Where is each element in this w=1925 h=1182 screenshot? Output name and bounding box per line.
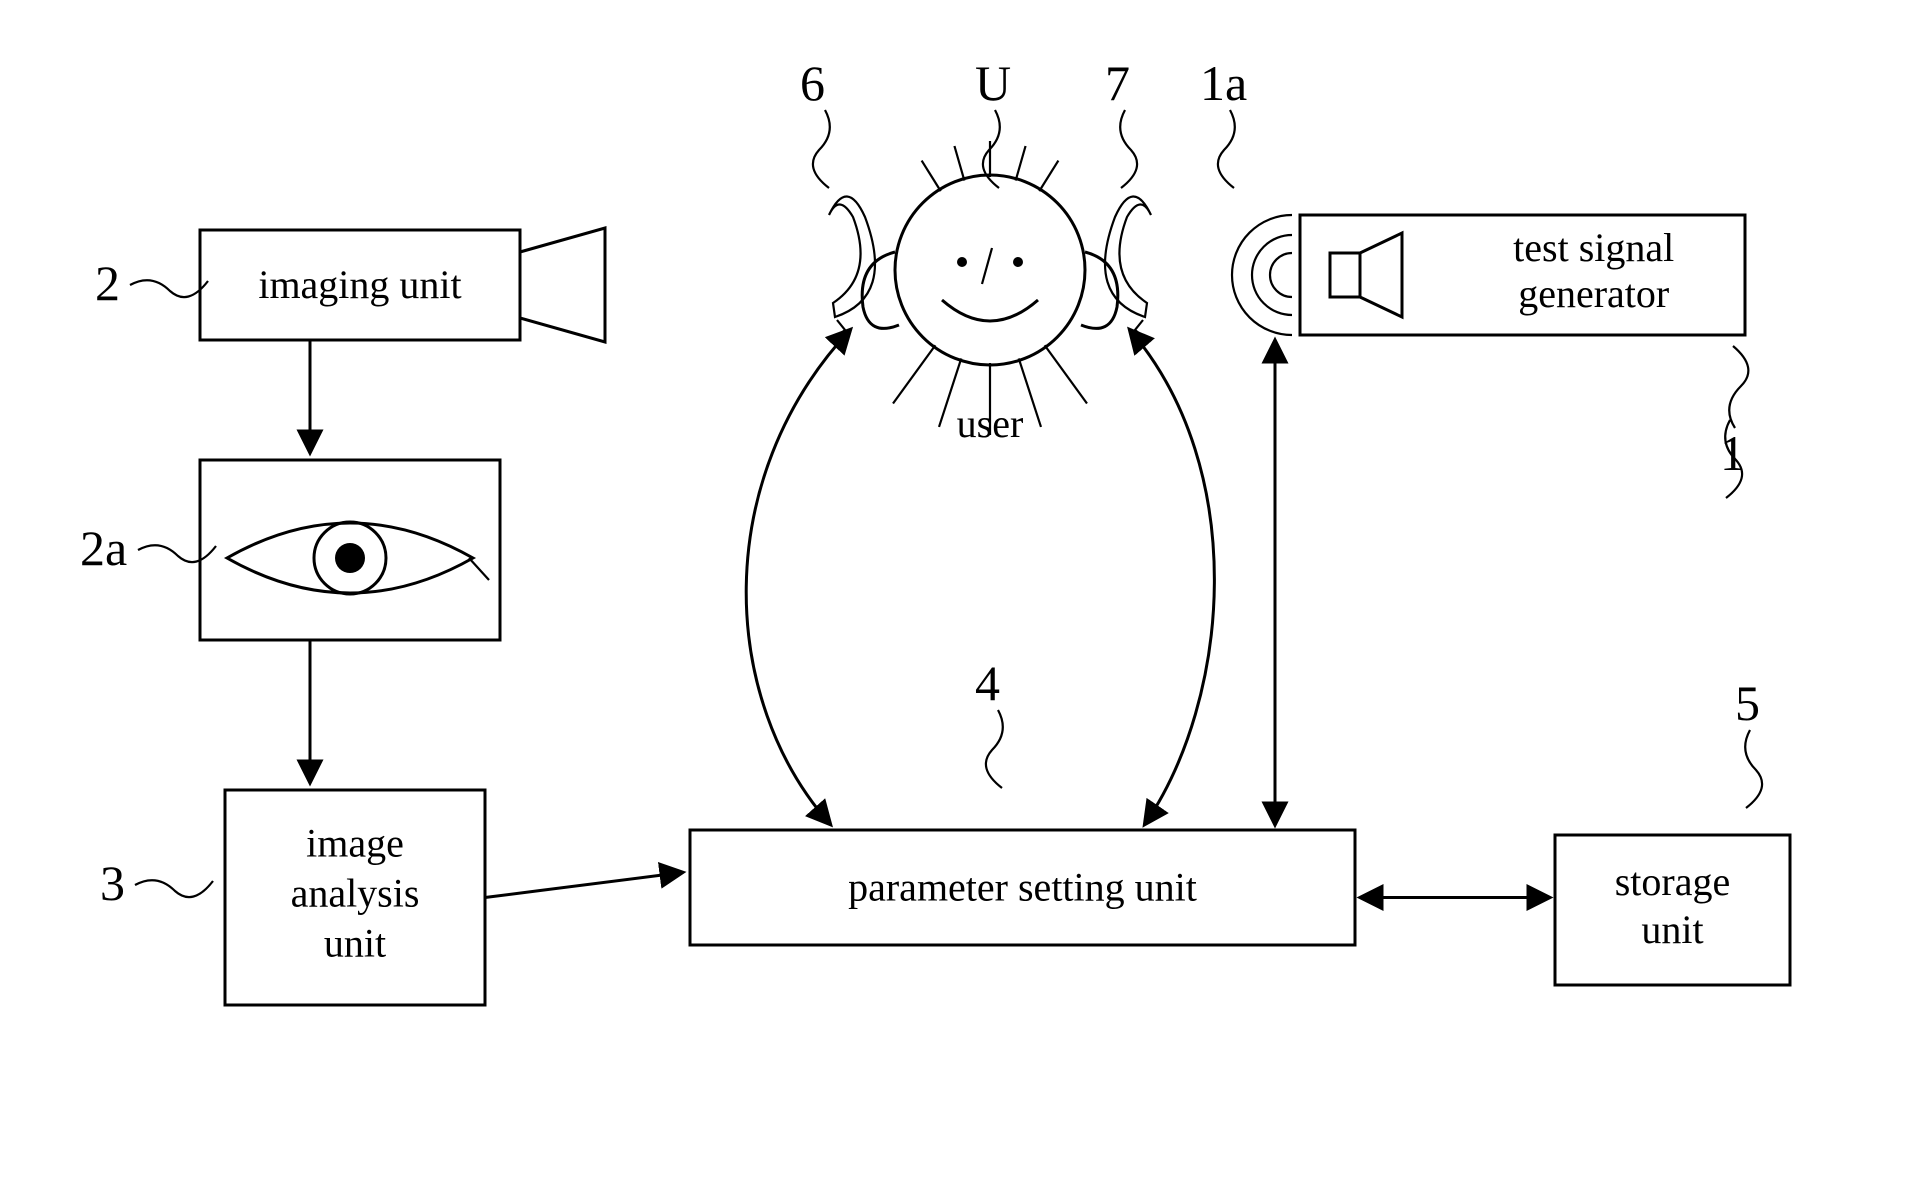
analysis-block: imageanalysisunit xyxy=(225,790,485,1005)
svg-text:4: 4 xyxy=(975,655,1000,711)
arrow-param-right-aid xyxy=(1130,330,1214,824)
signal-block: test signalgenerator xyxy=(1232,215,1745,335)
storage-block: storageunit xyxy=(1555,835,1790,985)
arrow-analysis-to-param xyxy=(485,873,682,898)
arrow-param-left-aid xyxy=(746,330,850,824)
svg-text:U: U xyxy=(975,55,1011,111)
eye-frame xyxy=(200,460,500,640)
user-head-icon xyxy=(829,141,1151,435)
param-block: parameter setting unit xyxy=(690,830,1355,945)
svg-text:7: 7 xyxy=(1105,55,1130,111)
param-label: parameter setting unit xyxy=(848,865,1197,910)
sound-waves-icon xyxy=(1232,215,1292,335)
svg-text:2: 2 xyxy=(95,255,120,311)
signal-label: test signalgenerator xyxy=(1513,225,1674,316)
imaging-unit-label: imaging unit xyxy=(258,262,461,307)
imaging-unit-block: imaging unit xyxy=(200,228,605,342)
svg-text:3: 3 xyxy=(100,855,125,911)
user-label: user xyxy=(957,401,1024,446)
svg-text:2a: 2a xyxy=(80,520,127,576)
svg-text:6: 6 xyxy=(800,55,825,111)
svg-text:5: 5 xyxy=(1735,675,1760,731)
svg-text:1a: 1a xyxy=(1200,55,1247,111)
